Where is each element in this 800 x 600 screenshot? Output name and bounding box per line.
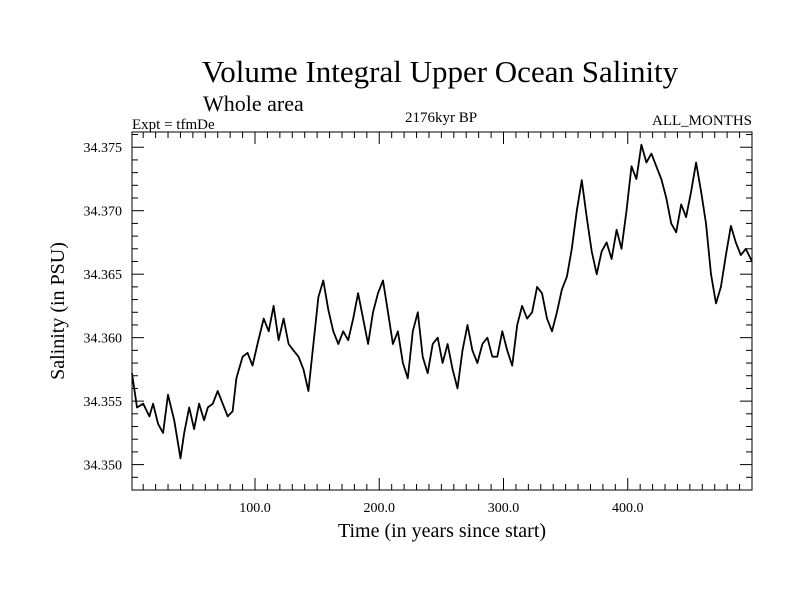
x-tick-label: 300.0 (488, 501, 520, 516)
y-tick-label: 34.370 (84, 205, 123, 220)
months-label: ALL_MONTHS (652, 113, 752, 129)
y-tick-label: 34.355 (84, 395, 123, 410)
x-tick-label: 100.0 (239, 501, 271, 516)
experiment-label: Expt = tfmDe (132, 117, 215, 133)
period-label: 2176kyr BP (405, 110, 477, 126)
x-tick-label: 400.0 (612, 501, 644, 516)
y-axis-label: Salinity (in PSU) (47, 242, 69, 380)
x-axis-label: Time (in years since start) (338, 520, 546, 542)
y-tick-label: 34.360 (84, 332, 123, 347)
x-tick-label: 200.0 (364, 501, 396, 516)
y-tick-label: 34.365 (84, 268, 123, 283)
chart-title: Volume Integral Upper Ocean Salinity (202, 54, 679, 89)
chart-subtitle: Whole area (203, 91, 304, 116)
salinity-series-line (131, 143, 753, 460)
x-axis: 100.0 200.0 300.0 400.0 (142, 132, 741, 516)
y-axis: 34.350 34.355 34.360 34.365 34.370 34.375 (84, 134, 752, 491)
y-tick-label: 34.350 (84, 459, 123, 474)
y-tick-label: 34.375 (84, 141, 123, 156)
plot-frame (131, 131, 753, 491)
